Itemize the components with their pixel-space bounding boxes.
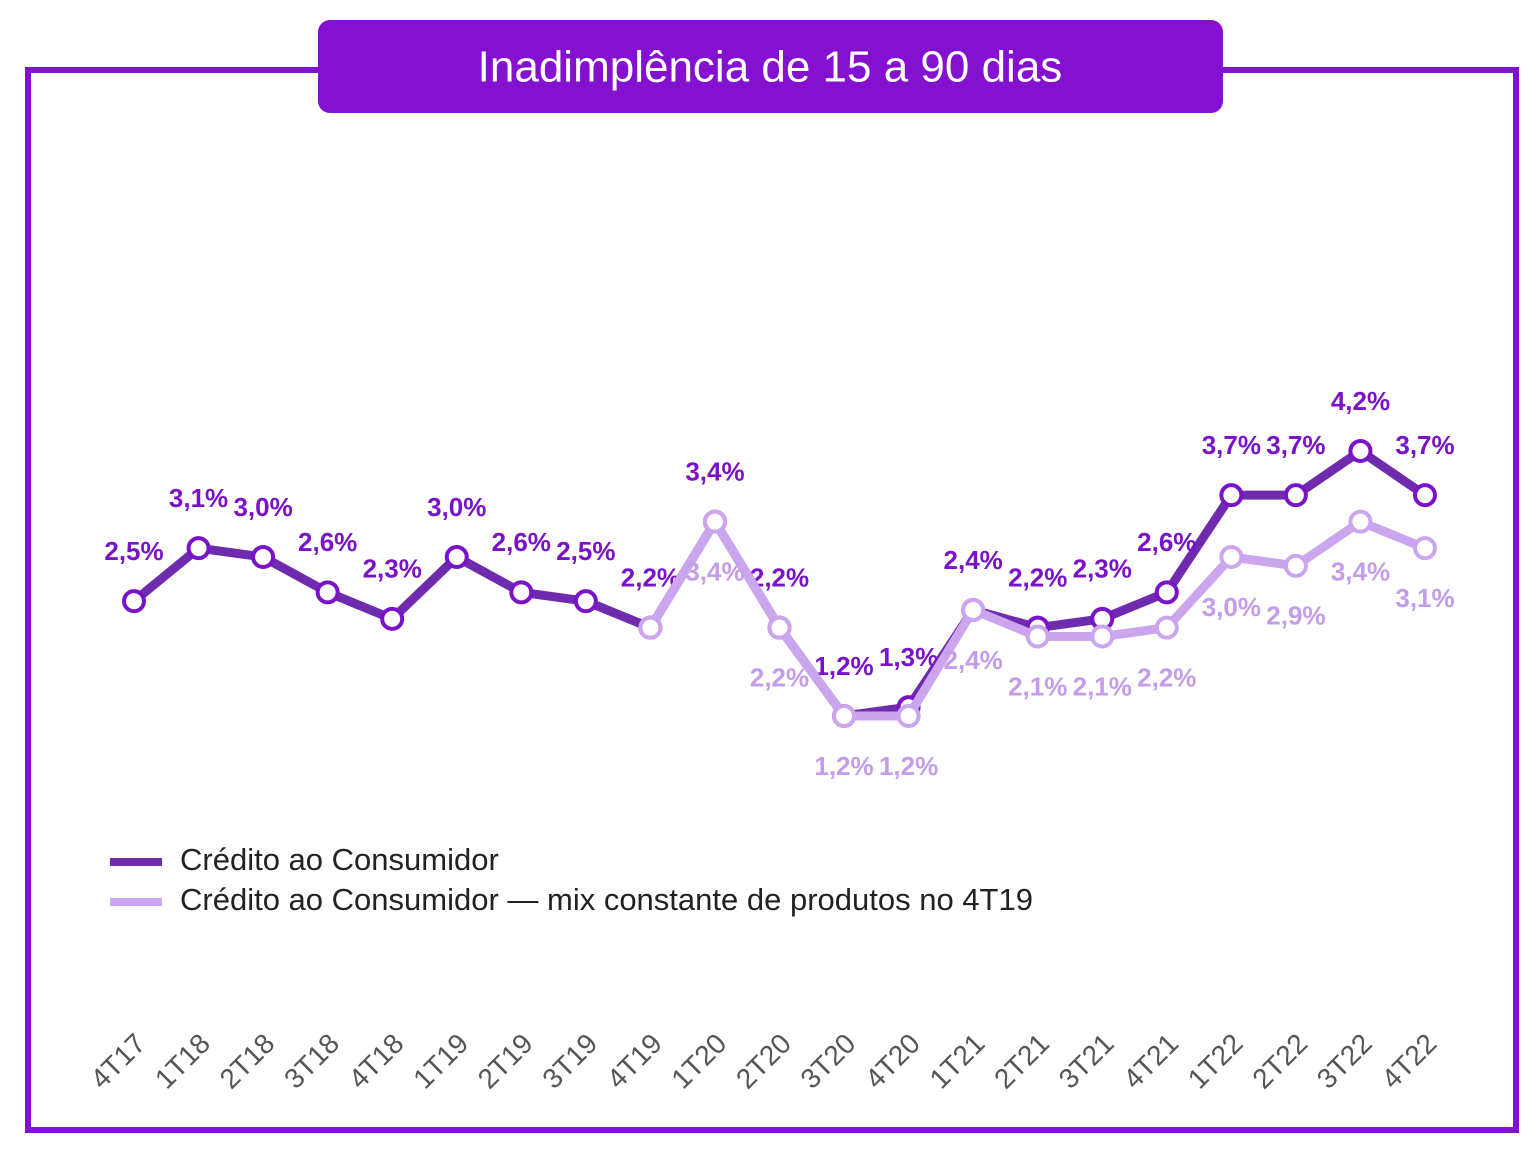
point (638, 615, 663, 640)
data-label: 2,1% (1073, 671, 1132, 701)
data-label: 1,2% (814, 751, 873, 781)
data-label: 3,1% (169, 483, 228, 513)
data-label: 3,4% (685, 557, 744, 587)
x-tick-label: 4T19 (601, 1028, 668, 1095)
point (573, 589, 598, 614)
point (961, 598, 986, 622)
data-label: 2,2% (750, 663, 809, 693)
point (444, 545, 469, 569)
x-tick-label: 3T20 (794, 1028, 861, 1095)
x-tick-label: 4T17 (84, 1028, 151, 1095)
data-label: 2,3% (363, 554, 422, 584)
point (1025, 624, 1050, 649)
point (251, 545, 276, 569)
point (1283, 483, 1308, 508)
point (122, 589, 146, 614)
x-tick-label: 1T22 (1182, 1028, 1249, 1095)
point (702, 509, 727, 534)
data-label: 3,0% (1202, 592, 1261, 622)
data-label: 2,4% (944, 645, 1003, 675)
data-label: 2,1% (1008, 671, 1067, 701)
data-label: 2,4% (944, 545, 1003, 575)
data-label: 3,1% (1395, 583, 1454, 613)
data-label: 2,6% (1137, 527, 1196, 557)
x-tick-label: 2T22 (1246, 1028, 1313, 1095)
x-tick-label: 2T19 (472, 1028, 539, 1095)
x-tick-label: 3T21 (1053, 1028, 1120, 1095)
x-tick-label: 3T22 (1311, 1028, 1378, 1095)
x-tick-label: 3T18 (278, 1028, 345, 1095)
point (1348, 509, 1373, 534)
data-label: 3,7% (1202, 430, 1261, 460)
point (315, 580, 340, 605)
x-tick-label: 4T18 (343, 1028, 410, 1095)
point (767, 615, 792, 640)
data-label: 3,7% (1266, 430, 1325, 460)
point (1348, 439, 1373, 463)
chart-title: Inadimplência de 15 a 90 dias (478, 43, 1063, 92)
data-label: 3,7% (1395, 430, 1454, 460)
legend-label: Crédito ao Consumidor — mix constante de… (180, 882, 1033, 917)
x-tick-label: 1T19 (407, 1028, 474, 1095)
data-label: 2,2% (1008, 563, 1067, 593)
data-label: 2,5% (556, 536, 615, 566)
point (509, 580, 534, 605)
data-label: 2,5% (104, 536, 163, 566)
data-label: 3,0% (427, 492, 486, 522)
point (1154, 580, 1179, 605)
title-box (318, 20, 1223, 113)
point (1090, 624, 1115, 649)
data-label: 2,6% (298, 527, 357, 557)
data-label: 2,6% (492, 527, 551, 557)
point (1413, 483, 1437, 508)
point (896, 704, 921, 728)
point (832, 704, 857, 728)
data-label: 1,2% (879, 751, 938, 781)
point (1219, 483, 1244, 508)
x-tick-label: 4T21 (1117, 1028, 1184, 1095)
x-tick-label: 2T20 (730, 1028, 797, 1095)
data-label: 1,2% (814, 651, 873, 681)
data-label: 3,4% (685, 457, 744, 487)
data-label: 4,2% (1331, 386, 1390, 416)
data-label: 3,4% (1331, 557, 1390, 587)
x-tick-label: 1T20 (665, 1028, 732, 1095)
x-tick-label: 4T20 (859, 1028, 926, 1095)
point (186, 536, 211, 561)
x-tick-label: 1T18 (149, 1028, 216, 1095)
x-tick-label: 1T21 (924, 1028, 991, 1095)
point (1283, 553, 1308, 578)
legend-label: Crédito ao Consumidor (180, 842, 499, 877)
data-label: 2,9% (1266, 601, 1325, 631)
x-tick-label: 2T18 (214, 1028, 281, 1095)
data-label: 2,3% (1073, 554, 1132, 584)
data-label: 3,0% (233, 492, 292, 522)
data-label: 1,3% (879, 642, 938, 672)
x-tick-label: 2T21 (988, 1028, 1055, 1095)
point (1219, 545, 1244, 569)
point (380, 606, 405, 631)
x-tick-label: 3T19 (536, 1028, 603, 1095)
x-tick-label: 4T22 (1375, 1028, 1442, 1095)
point (1154, 615, 1179, 640)
data-label: 2,2% (1137, 663, 1196, 693)
point (1413, 536, 1437, 561)
